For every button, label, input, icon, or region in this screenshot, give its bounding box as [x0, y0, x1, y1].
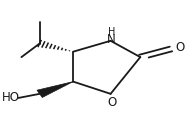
Text: H: H	[108, 27, 115, 37]
Text: N: N	[107, 33, 116, 46]
Text: O: O	[176, 41, 185, 54]
Polygon shape	[37, 82, 73, 98]
Text: HO: HO	[2, 91, 20, 104]
Text: O: O	[107, 96, 116, 109]
